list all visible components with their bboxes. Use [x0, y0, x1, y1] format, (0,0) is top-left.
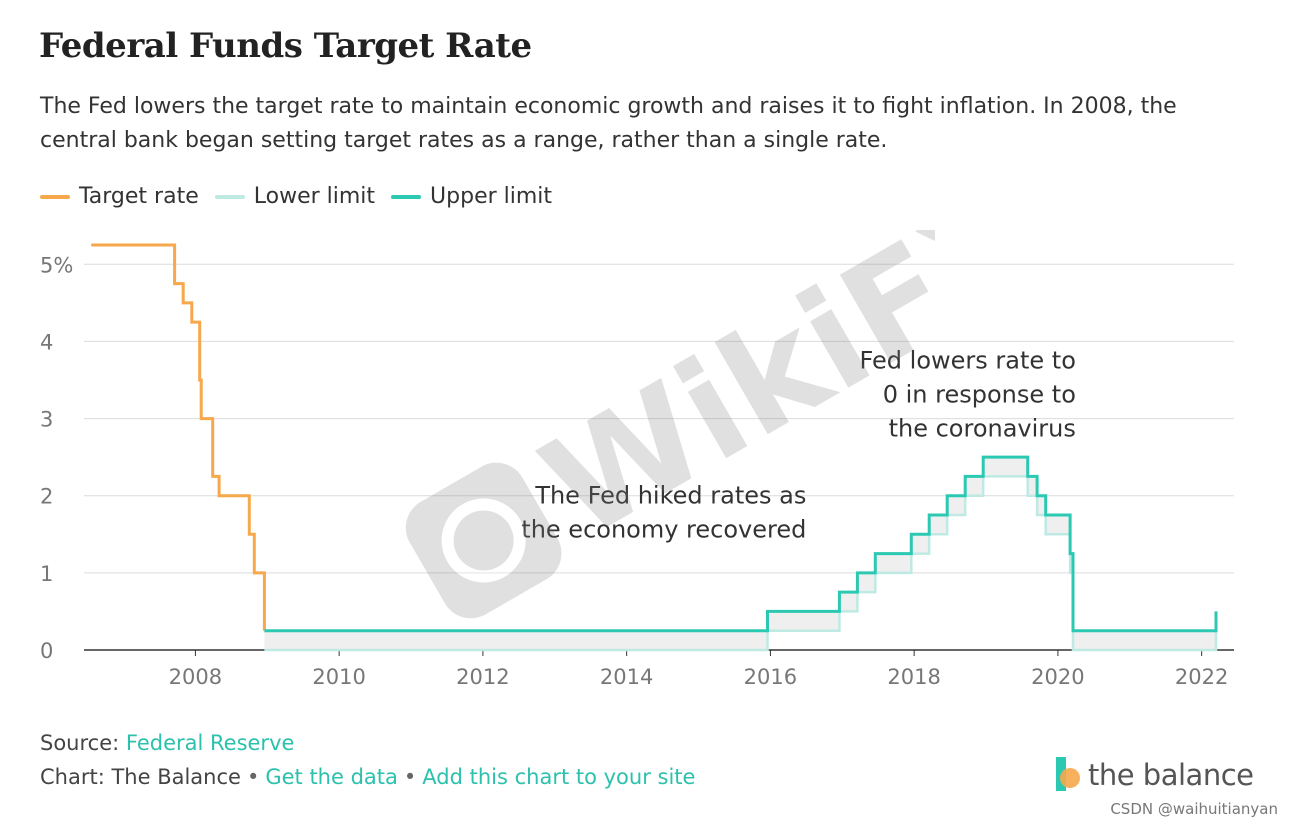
x-tick-label: 2018 — [887, 665, 940, 689]
bullet-separator: • — [403, 765, 417, 789]
annotation-1-line: the coronavirus — [889, 414, 1076, 442]
y-tick-label: 4 — [40, 330, 53, 354]
legend-label-lower-limit: Lower limit — [253, 184, 376, 209]
annotation-0-line: The Fed hiked rates as — [534, 481, 806, 509]
annotation-1-line: 0 in response to — [883, 380, 1076, 408]
legend: Target rate Lower limit Upper limit — [40, 184, 568, 209]
x-tick-label: 2012 — [456, 665, 509, 689]
series-line-upper-limit — [264, 455, 1218, 633]
brand-logo: the balance — [1054, 757, 1254, 793]
source-prefix: Source: — [40, 731, 126, 755]
chart-credit: Chart: The Balance — [40, 765, 241, 789]
series-line-target-rate — [91, 243, 266, 631]
x-tick-label: 2022 — [1175, 665, 1228, 689]
x-tick-label: 2014 — [600, 665, 653, 689]
source-line: Source: Federal Reserve — [40, 731, 294, 755]
legend-item-lower-limit[interactable]: Lower limit — [214, 184, 376, 209]
y-tick-label: 0 — [40, 639, 53, 663]
legend-swatch-upper-limit — [391, 194, 422, 199]
chart-credit-line: Chart: The Balance • Get the data • Add this… — [40, 765, 695, 789]
get-data-link[interactable]: Get the data — [265, 765, 398, 789]
legend-item-target-rate[interactable]: Target rate — [40, 184, 199, 209]
legend-swatch-lower-limit — [214, 194, 245, 199]
annotation-1-line: Fed lowers rate to — [860, 346, 1076, 374]
legend-item-upper-limit[interactable]: Upper limit — [391, 184, 552, 209]
y-tick-label: 2 — [40, 485, 53, 509]
legend-label-upper-limit: Upper limit — [430, 184, 553, 209]
legend-swatch-target-rate — [40, 194, 70, 199]
add-chart-link[interactable]: Add this chart to your site — [422, 765, 696, 789]
source-link[interactable]: Federal Reserve — [125, 731, 295, 755]
x-tick-label: 2010 — [312, 665, 365, 689]
annotation-0-line: the economy recovered — [521, 515, 806, 543]
bullet-separator: • — [246, 765, 260, 789]
x-tick-label: 2008 — [169, 665, 222, 689]
x-tick-label: 2016 — [744, 665, 797, 689]
brand-name: the balance — [1088, 758, 1254, 792]
the-balance-logo-icon — [1056, 757, 1080, 791]
y-tick-label: 3 — [40, 408, 53, 432]
chart-title: Federal Funds Target Rate — [39, 26, 532, 66]
legend-label-target-rate: Target rate — [79, 184, 199, 209]
x-tick-label: 2020 — [1031, 665, 1084, 689]
y-tick-label: 5% — [40, 253, 73, 277]
y-tick-label: 1 — [40, 562, 53, 586]
csdn-credit: CSDN @waihuitianyan — [1110, 800, 1278, 818]
chart-subtitle: The Fed lowers the target rate to mainta… — [40, 94, 1177, 153]
chart-plot: 0 1 2 3 4 5% 2008 2010 2012 2014 2016 2018 2020 2022 T… — [40, 243, 1234, 689]
